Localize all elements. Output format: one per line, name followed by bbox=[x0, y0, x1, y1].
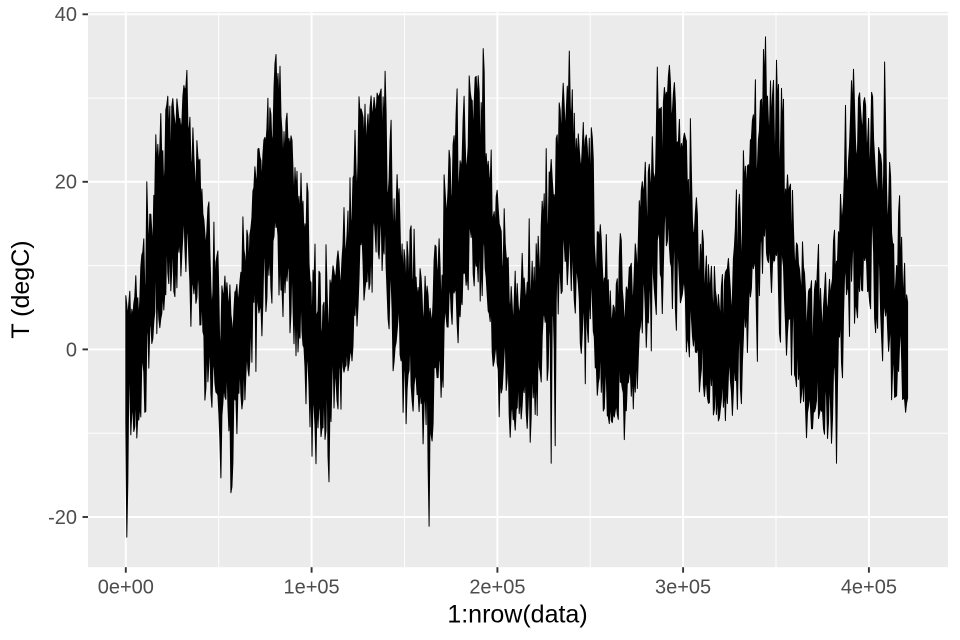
svg-text:20: 20 bbox=[55, 172, 77, 194]
svg-text:0: 0 bbox=[66, 339, 77, 361]
svg-text:4e+05: 4e+05 bbox=[841, 576, 897, 598]
svg-text:0e+00: 0e+00 bbox=[98, 576, 154, 598]
svg-text:40: 40 bbox=[55, 4, 77, 26]
svg-text:1:nrow(data): 1:nrow(data) bbox=[447, 600, 587, 628]
svg-text:2e+05: 2e+05 bbox=[469, 576, 525, 598]
svg-text:-20: -20 bbox=[48, 507, 77, 529]
svg-text:T (degC): T (degC) bbox=[7, 240, 35, 338]
svg-text:3e+05: 3e+05 bbox=[655, 576, 711, 598]
svg-text:1e+05: 1e+05 bbox=[284, 576, 340, 598]
